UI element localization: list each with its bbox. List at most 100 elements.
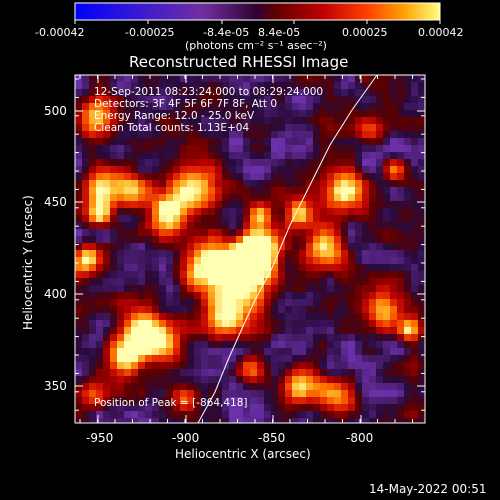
- image-pixel: [131, 166, 138, 173]
- image-pixel: [355, 355, 362, 362]
- image-pixel: [82, 306, 89, 313]
- image-pixel: [369, 82, 376, 89]
- image-pixel: [152, 243, 159, 250]
- image-pixel: [215, 299, 222, 306]
- image-pixel: [75, 194, 82, 201]
- image-pixel: [264, 383, 271, 390]
- image-pixel: [355, 348, 362, 355]
- image-pixel: [383, 208, 390, 215]
- image-pixel: [369, 222, 376, 229]
- image-pixel: [152, 229, 159, 236]
- colorbar-tick-label: 0.00025: [342, 26, 388, 39]
- image-pixel: [285, 348, 292, 355]
- image-pixel: [369, 383, 376, 390]
- image-pixel: [82, 271, 89, 278]
- image-pixel: [110, 187, 117, 194]
- image-pixel: [411, 103, 418, 110]
- image-pixel: [222, 145, 229, 152]
- image-pixel: [306, 82, 313, 89]
- image-pixel: [397, 131, 404, 138]
- image-pixel: [320, 229, 327, 236]
- image-pixel: [124, 187, 131, 194]
- image-pixel: [313, 201, 320, 208]
- image-pixel: [271, 341, 278, 348]
- image-pixel: [341, 159, 348, 166]
- image-pixel: [397, 271, 404, 278]
- image-pixel: [369, 341, 376, 348]
- image-pixel: [278, 404, 285, 411]
- image-pixel: [96, 173, 103, 180]
- image-pixel: [152, 404, 159, 411]
- image-pixel: [257, 411, 264, 418]
- image-pixel: [390, 96, 397, 103]
- image-pixel: [292, 124, 299, 131]
- image-pixel: [306, 250, 313, 257]
- image-pixel: [250, 222, 257, 229]
- image-pixel: [236, 334, 243, 341]
- image-pixel: [110, 250, 117, 257]
- image-pixel: [390, 306, 397, 313]
- image-pixel: [264, 243, 271, 250]
- image-pixel: [103, 222, 110, 229]
- image-pixel: [180, 355, 187, 362]
- image-pixel: [96, 208, 103, 215]
- image-pixel: [208, 411, 215, 418]
- image-pixel: [327, 208, 334, 215]
- image-pixel: [138, 292, 145, 299]
- image-pixel: [334, 138, 341, 145]
- image-pixel: [138, 117, 145, 124]
- image-pixel: [369, 89, 376, 96]
- image-pixel: [208, 89, 215, 96]
- image-pixel: [166, 96, 173, 103]
- image-pixel: [278, 96, 285, 103]
- image-pixel: [180, 250, 187, 257]
- image-pixel: [236, 285, 243, 292]
- image-pixel: [299, 292, 306, 299]
- image-pixel: [292, 418, 299, 423]
- image-pixel: [404, 334, 411, 341]
- image-pixel: [131, 320, 138, 327]
- image-pixel: [103, 229, 110, 236]
- image-pixel: [89, 355, 96, 362]
- image-pixel: [180, 404, 187, 411]
- image-pixel: [243, 355, 250, 362]
- image-pixel: [404, 327, 411, 334]
- image-pixel: [306, 194, 313, 201]
- image-pixel: [292, 159, 299, 166]
- image-pixel: [110, 278, 117, 285]
- image-pixel: [271, 166, 278, 173]
- image-pixel: [103, 89, 110, 96]
- image-pixel: [376, 145, 383, 152]
- image-pixel: [369, 208, 376, 215]
- image-pixel: [208, 75, 215, 82]
- image-pixel: [285, 208, 292, 215]
- image-pixel: [152, 348, 159, 355]
- image-pixel: [306, 243, 313, 250]
- image-pixel: [138, 222, 145, 229]
- image-pixel: [278, 103, 285, 110]
- image-pixel: [383, 306, 390, 313]
- image-pixel: [145, 320, 152, 327]
- image-pixel: [320, 103, 327, 110]
- image-pixel: [117, 201, 124, 208]
- image-pixel: [404, 124, 411, 131]
- image-pixel: [250, 110, 257, 117]
- image-pixel: [89, 390, 96, 397]
- image-pixel: [159, 124, 166, 131]
- image-pixel: [362, 229, 369, 236]
- image-pixel: [222, 187, 229, 194]
- image-pixel: [390, 166, 397, 173]
- image-pixel: [362, 82, 369, 89]
- image-pixel: [243, 334, 250, 341]
- image-pixel: [103, 362, 110, 369]
- image-pixel: [320, 236, 327, 243]
- image-pixel: [180, 397, 187, 404]
- image-pixel: [306, 264, 313, 271]
- image-pixel: [145, 131, 152, 138]
- image-pixel: [285, 278, 292, 285]
- image-pixel: [355, 208, 362, 215]
- image-pixel: [82, 334, 89, 341]
- image-pixel: [369, 215, 376, 222]
- image-pixel: [397, 222, 404, 229]
- image-pixel: [250, 341, 257, 348]
